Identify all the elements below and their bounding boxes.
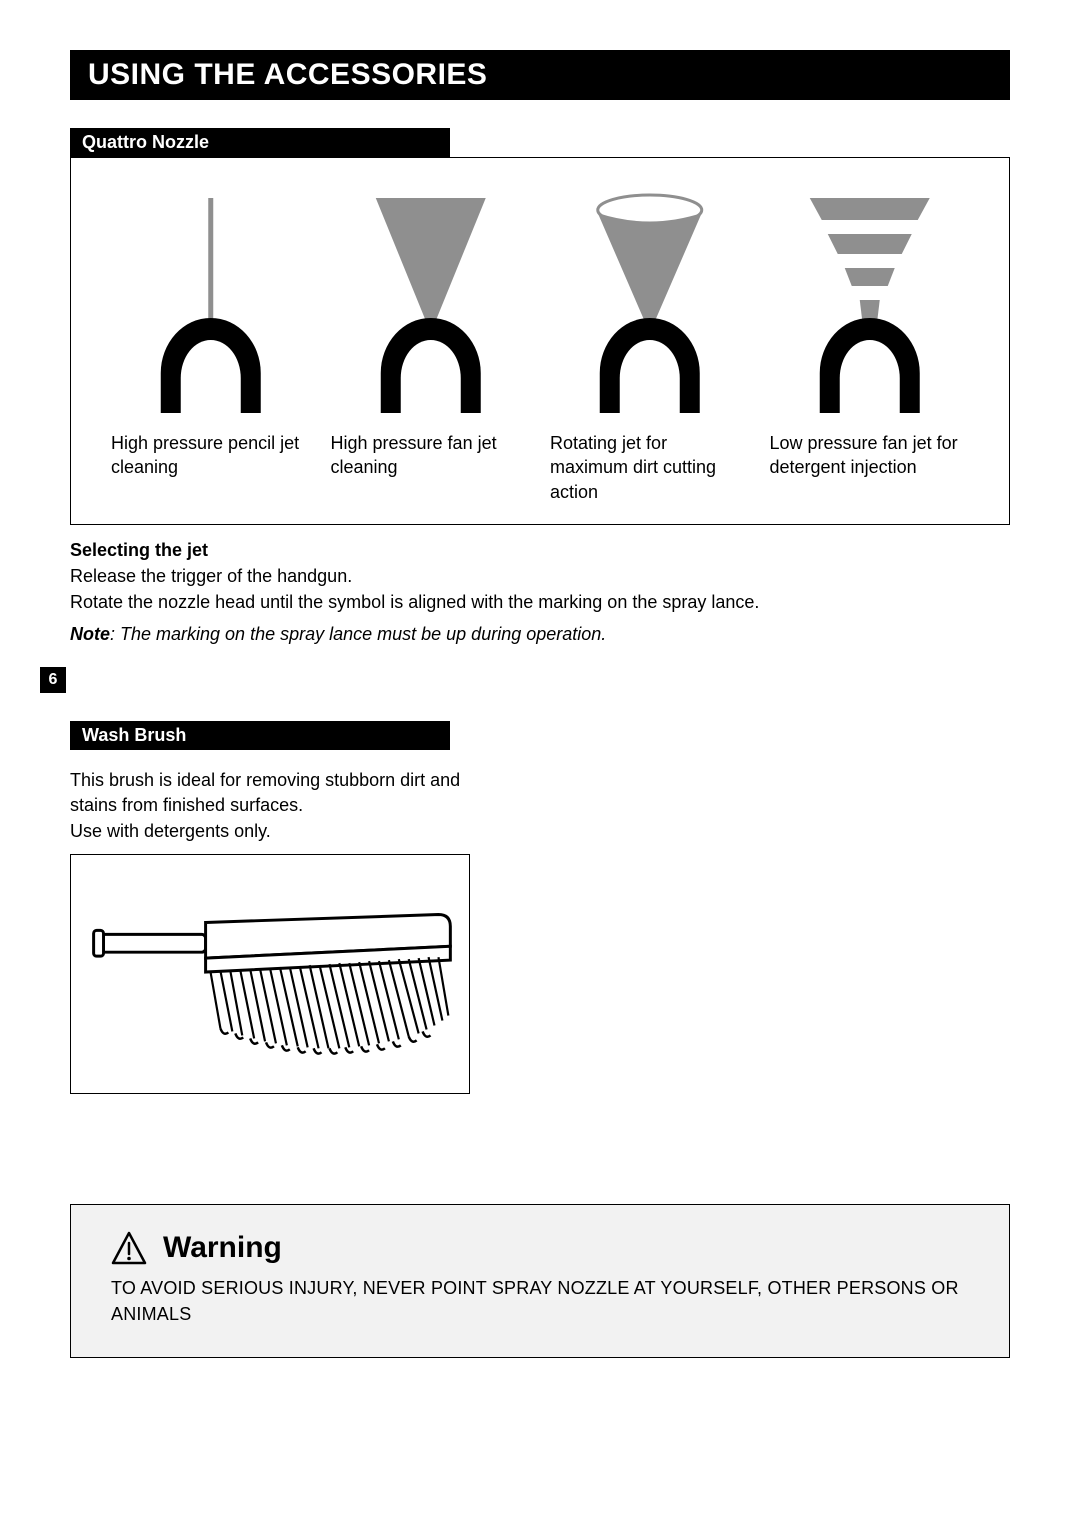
warning-box: Warning TO AVOID SERIOUS INJURY, NEVER P… <box>70 1204 1010 1358</box>
warning-head: Warning <box>111 1231 969 1265</box>
main-heading: USING THE ACCESSORIES <box>70 50 1010 100</box>
note-text: : The marking on the spray lance must be… <box>110 624 606 644</box>
nozzle-caption: High pressure fan jet cleaning <box>331 431 531 480</box>
nozzle-item-pencil: High pressure pencil jet cleaning <box>111 188 311 504</box>
wash-text-line: This brush is ideal for removing stubbor… <box>70 768 500 818</box>
warning-title: Warning <box>163 1231 282 1265</box>
selecting-block: Selecting the jet Release the trigger of… <box>70 537 1010 647</box>
wash-text-line: Use with detergents only. <box>70 819 500 844</box>
note-label: Note <box>70 624 110 644</box>
pencil-jet-icon <box>111 188 311 418</box>
nozzle-caption: Rotating jet for maximum dirt cutting ac… <box>550 431 750 504</box>
warning-body: TO AVOID SERIOUS INJURY, NEVER POINT SPR… <box>111 1275 969 1327</box>
nozzle-item-rotating: Rotating jet for maximum dirt cutting ac… <box>550 188 750 504</box>
page-number-tab: 6 <box>40 667 66 693</box>
brush-box <box>70 854 470 1094</box>
quattro-box: High pressure pencil jet cleaning High p… <box>70 157 1010 525</box>
nozzle-item-lowpressure: Low pressure fan jet for detergent injec… <box>770 188 970 504</box>
nozzle-row: High pressure pencil jet cleaning High p… <box>111 188 969 504</box>
selecting-note: Note: The marking on the spray lance mus… <box>70 621 1010 647</box>
selecting-line: Release the trigger of the handgun. <box>70 563 1010 589</box>
quattro-heading: Quattro Nozzle <box>70 128 450 157</box>
lowpressure-jet-icon <box>770 188 970 418</box>
nozzle-caption: High pressure pencil jet cleaning <box>111 431 311 480</box>
nozzle-item-fan: High pressure fan jet cleaning <box>331 188 531 504</box>
selecting-title: Selecting the jet <box>70 537 1010 563</box>
warning-icon <box>111 1231 147 1265</box>
wash-heading: Wash Brush <box>70 721 450 750</box>
selecting-line: Rotate the nozzle head until the symbol … <box>70 589 1010 615</box>
wash-brush-icon <box>81 865 459 1083</box>
rotating-jet-icon <box>550 188 750 418</box>
fan-jet-icon <box>331 188 531 418</box>
wash-text-block: This brush is ideal for removing stubbor… <box>70 768 500 844</box>
nozzle-caption: Low pressure fan jet for detergent injec… <box>770 431 970 480</box>
